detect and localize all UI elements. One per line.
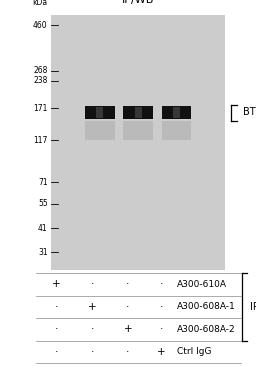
Text: ·: · — [55, 302, 58, 312]
Text: 238: 238 — [33, 76, 48, 85]
Text: ·: · — [55, 347, 58, 357]
Text: 460: 460 — [33, 21, 48, 30]
Text: ·: · — [126, 302, 130, 312]
Text: ·: · — [90, 279, 94, 289]
Text: IP: IP — [250, 302, 256, 312]
Text: 41: 41 — [38, 224, 48, 233]
Text: ·: · — [90, 324, 94, 334]
Text: ·: · — [159, 279, 163, 289]
Text: +: + — [124, 324, 132, 334]
Text: ·: · — [126, 347, 130, 357]
Text: A300-608A-2: A300-608A-2 — [177, 325, 235, 334]
Text: 31: 31 — [38, 248, 48, 256]
Text: ·: · — [90, 347, 94, 357]
Text: +: + — [52, 279, 61, 289]
Text: 268: 268 — [33, 66, 48, 75]
Text: ·: · — [159, 302, 163, 312]
Text: 171: 171 — [33, 104, 48, 113]
Text: 55: 55 — [38, 199, 48, 208]
Text: Ctrl IgG: Ctrl IgG — [177, 347, 211, 356]
Text: 117: 117 — [33, 136, 48, 145]
Text: 71: 71 — [38, 178, 48, 187]
Text: IP/WB: IP/WB — [122, 0, 154, 4]
Text: ·: · — [126, 279, 130, 289]
Text: +: + — [88, 302, 97, 312]
Text: A300-608A-1: A300-608A-1 — [177, 302, 235, 311]
Text: ·: · — [55, 324, 58, 334]
Text: BTF: BTF — [243, 107, 256, 117]
Text: ·: · — [159, 324, 163, 334]
Text: A300-610A: A300-610A — [177, 280, 227, 289]
Text: +: + — [157, 347, 166, 357]
Text: kDa: kDa — [33, 0, 48, 7]
